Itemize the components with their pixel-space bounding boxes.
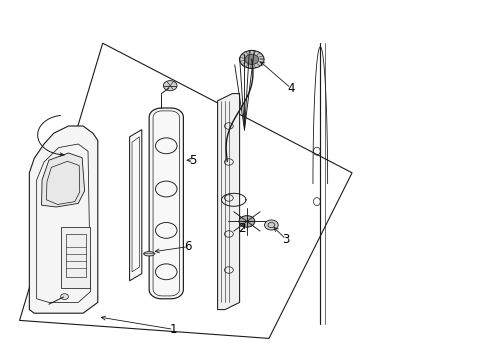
Text: 3: 3 — [282, 233, 289, 246]
Text: 4: 4 — [286, 82, 294, 95]
Circle shape — [239, 50, 264, 68]
Circle shape — [239, 216, 254, 227]
Ellipse shape — [143, 252, 154, 256]
Circle shape — [244, 54, 258, 64]
Circle shape — [264, 220, 278, 230]
Circle shape — [163, 81, 177, 91]
Text: 5: 5 — [189, 154, 197, 167]
Polygon shape — [29, 126, 98, 313]
Polygon shape — [149, 108, 183, 299]
Polygon shape — [41, 153, 84, 207]
Polygon shape — [217, 94, 239, 310]
Text: 6: 6 — [184, 240, 192, 253]
Circle shape — [61, 294, 68, 300]
Polygon shape — [61, 227, 90, 288]
Polygon shape — [129, 130, 142, 281]
Text: 1: 1 — [169, 323, 177, 336]
Text: 2: 2 — [238, 222, 245, 235]
